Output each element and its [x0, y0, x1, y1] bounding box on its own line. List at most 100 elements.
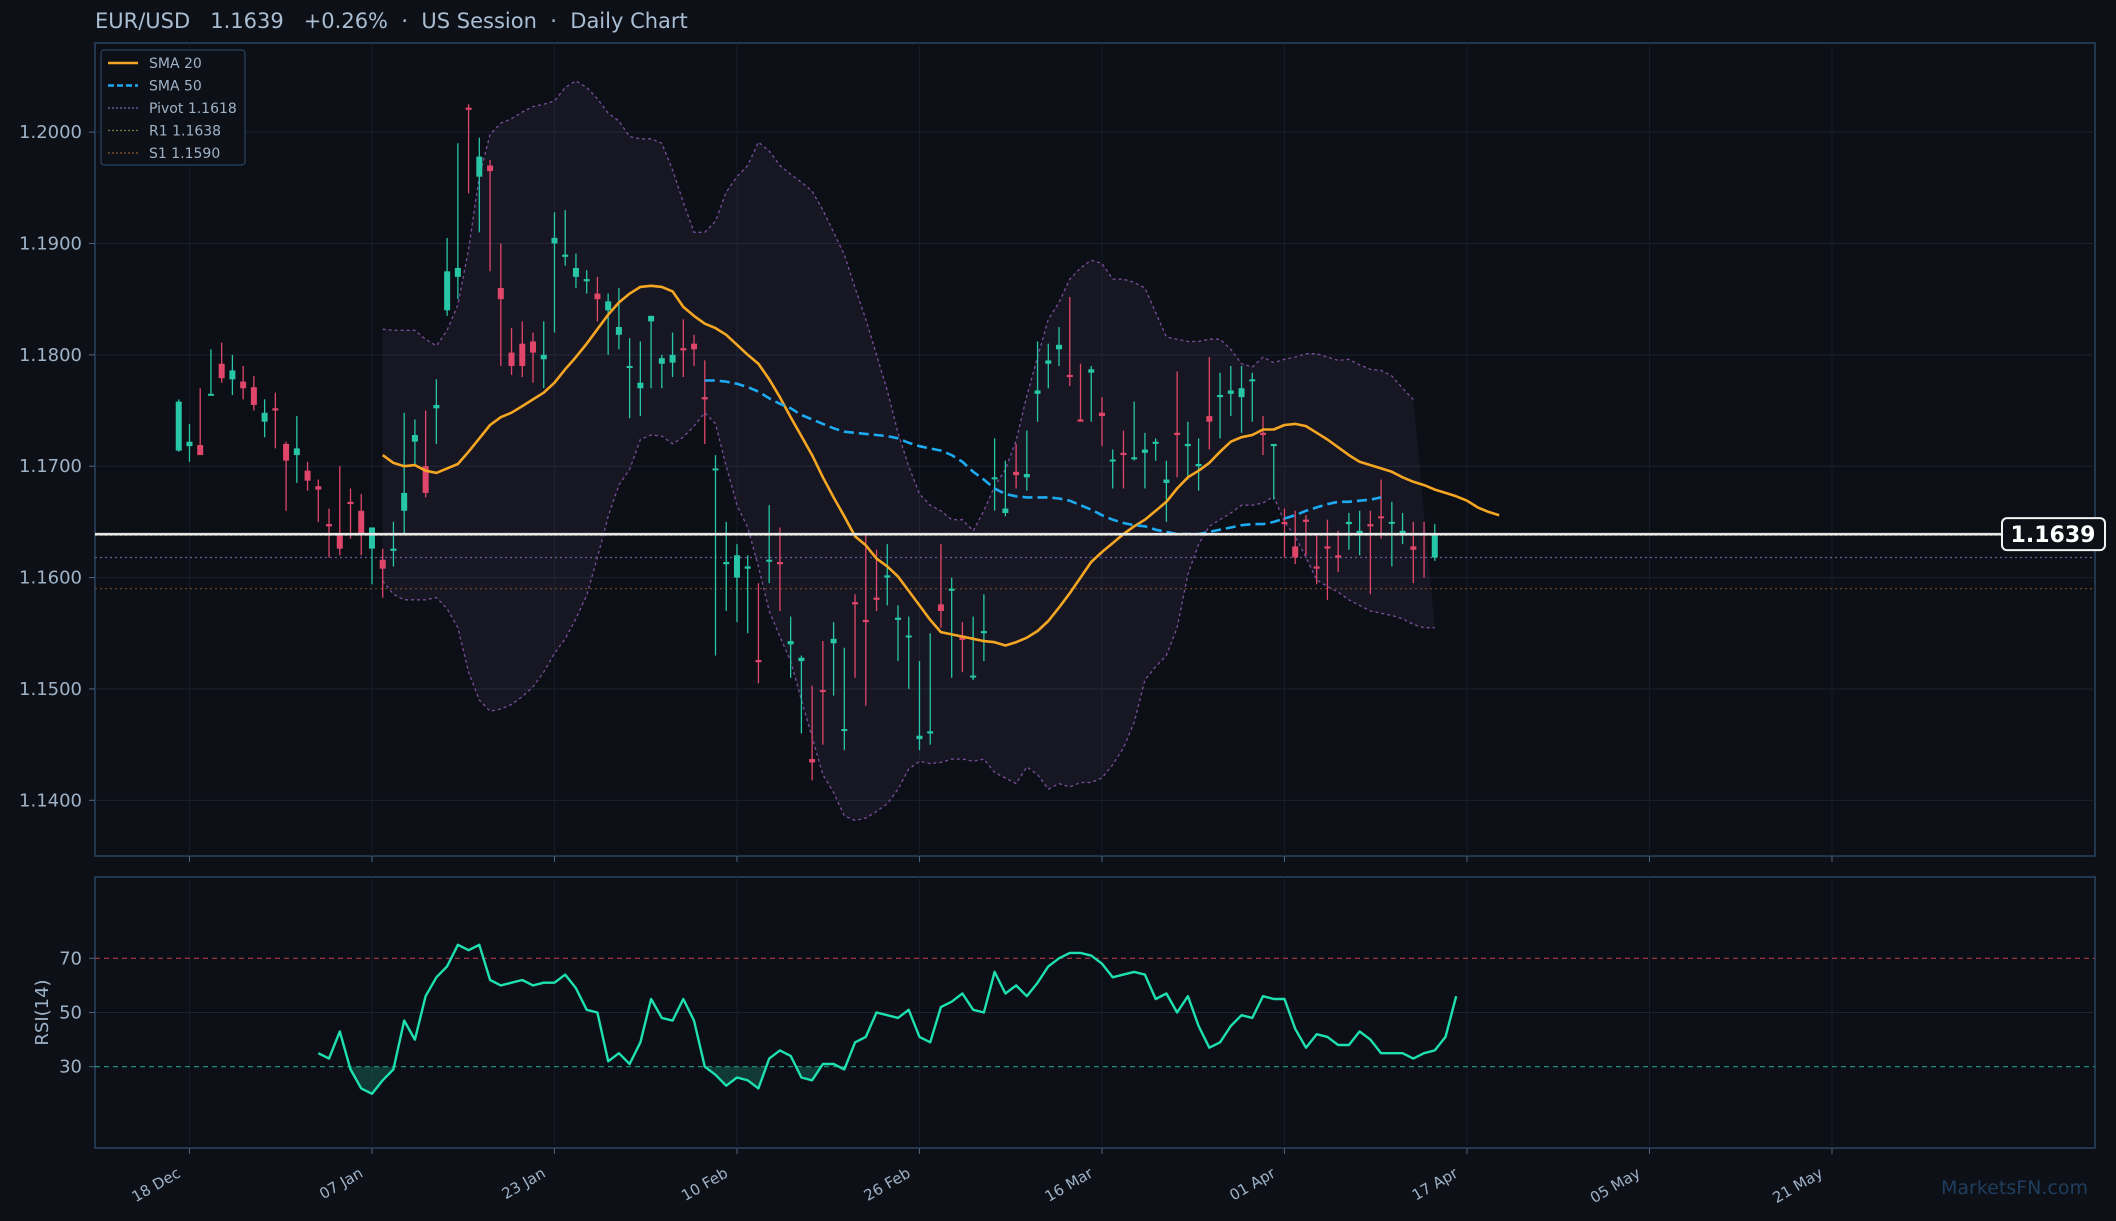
- candle-body: [1324, 546, 1331, 549]
- candle-body: [1260, 432, 1267, 436]
- candle-body: [540, 354, 547, 360]
- x-tick-label: 01 Apr: [1226, 1163, 1279, 1204]
- price-y-tick-label: 1.1500: [19, 679, 82, 700]
- candle-body: [283, 443, 290, 461]
- candle-body: [411, 435, 418, 442]
- candle-body: [1088, 369, 1095, 373]
- candle-body: [637, 382, 644, 389]
- candle-body: [1066, 374, 1073, 378]
- candle-body: [970, 675, 977, 678]
- rsi-y-tick-label: 50: [59, 1003, 82, 1024]
- candle-body: [669, 354, 676, 363]
- candle-body: [1013, 471, 1020, 476]
- candle-body: [454, 267, 461, 277]
- x-tick-label: 21 May: [1769, 1164, 1826, 1207]
- candle-body: [1120, 452, 1127, 456]
- candle-body: [261, 412, 268, 422]
- candle-body: [1077, 419, 1084, 422]
- candle-body: [1345, 521, 1352, 525]
- candle-body: [1056, 344, 1063, 350]
- candle-body: [519, 343, 526, 366]
- candle-body: [594, 293, 601, 300]
- candle-body: [723, 561, 730, 565]
- candle-body: [293, 448, 300, 456]
- candle-body: [497, 288, 504, 300]
- watermark: MarketsFN.com: [1941, 1177, 2088, 1199]
- candle-body: [744, 566, 751, 569]
- x-tick-label: 07 Jan: [316, 1164, 366, 1203]
- candle-body: [980, 631, 987, 634]
- x-tick-label: 17 Apr: [1409, 1163, 1462, 1204]
- candle-body: [626, 365, 633, 368]
- candle-body: [1152, 441, 1159, 444]
- candle-body: [1227, 390, 1234, 394]
- price-y-tick-label: 1.1800: [19, 345, 82, 366]
- candle-body: [691, 343, 698, 350]
- candle-body: [1378, 516, 1385, 519]
- legend-box: [100, 49, 246, 166]
- candle-body: [701, 397, 708, 400]
- candle-body: [175, 401, 182, 451]
- price-panel: [94, 42, 2096, 857]
- last-price-box: [2001, 517, 2106, 552]
- candle-body: [937, 604, 944, 611]
- candle-body: [304, 470, 311, 481]
- candle-body: [422, 466, 429, 493]
- candle-body: [1163, 479, 1170, 483]
- candle-body: [444, 271, 451, 311]
- candle-body: [530, 341, 537, 353]
- candle-body: [229, 370, 236, 380]
- price-y-tick-label: 1.1900: [19, 233, 82, 254]
- candle-body: [1131, 457, 1138, 460]
- last-price-label: 1.1639: [2011, 523, 2096, 548]
- candle-body: [830, 638, 837, 644]
- candle-body: [315, 486, 322, 490]
- candle-body: [1034, 390, 1041, 394]
- candle-body: [1270, 443, 1277, 447]
- candle-body: [476, 156, 483, 177]
- candle-body: [615, 326, 622, 335]
- candle-body: [905, 635, 912, 638]
- candle-body: [379, 559, 386, 569]
- candle-body: [1174, 432, 1181, 436]
- candle-body: [1184, 443, 1191, 447]
- candle-body: [1335, 555, 1342, 558]
- candle-body: [658, 358, 665, 364]
- candle-body: [240, 381, 247, 389]
- candle-body: [487, 165, 494, 172]
- candle-body: [326, 524, 333, 527]
- candle-body: [809, 759, 816, 763]
- candle-body: [1195, 463, 1202, 467]
- candle-body: [1281, 521, 1288, 525]
- candle-body: [358, 510, 365, 534]
- legend-entry: SMA 50: [149, 79, 202, 95]
- sma20-line: [381, 284, 1500, 647]
- candle-body: [605, 301, 612, 311]
- legend-entry: R1 1.1638: [149, 124, 221, 140]
- candle-body: [401, 492, 408, 511]
- sma50-line: [704, 379, 1382, 536]
- candle-body: [1292, 546, 1299, 558]
- candle-body: [1356, 530, 1363, 534]
- candle-body: [841, 729, 848, 732]
- legend-entry: Pivot 1.1618: [149, 101, 237, 117]
- candle-body: [712, 468, 719, 471]
- candle-body: [862, 619, 869, 623]
- candle-body: [873, 597, 880, 600]
- candle-body: [948, 588, 955, 591]
- candle-body: [991, 477, 998, 480]
- x-tick-label: 18 Dec: [129, 1164, 184, 1206]
- candle-body: [852, 602, 859, 605]
- candle-body: [336, 533, 343, 549]
- x-tick-label: 10 Feb: [678, 1164, 731, 1205]
- candle-body: [798, 657, 805, 662]
- rsi-axis-label: RSI(14): [32, 979, 53, 1045]
- legend-entry: SMA 20: [149, 56, 202, 72]
- candle-body: [572, 267, 579, 277]
- candle-body: [250, 387, 257, 405]
- candle-body: [1431, 534, 1438, 558]
- rsi-y-tick-label: 30: [59, 1057, 82, 1078]
- candle-body: [733, 555, 740, 578]
- candle-body: [433, 404, 440, 409]
- x-tick-label: 16 Mar: [1042, 1163, 1097, 1205]
